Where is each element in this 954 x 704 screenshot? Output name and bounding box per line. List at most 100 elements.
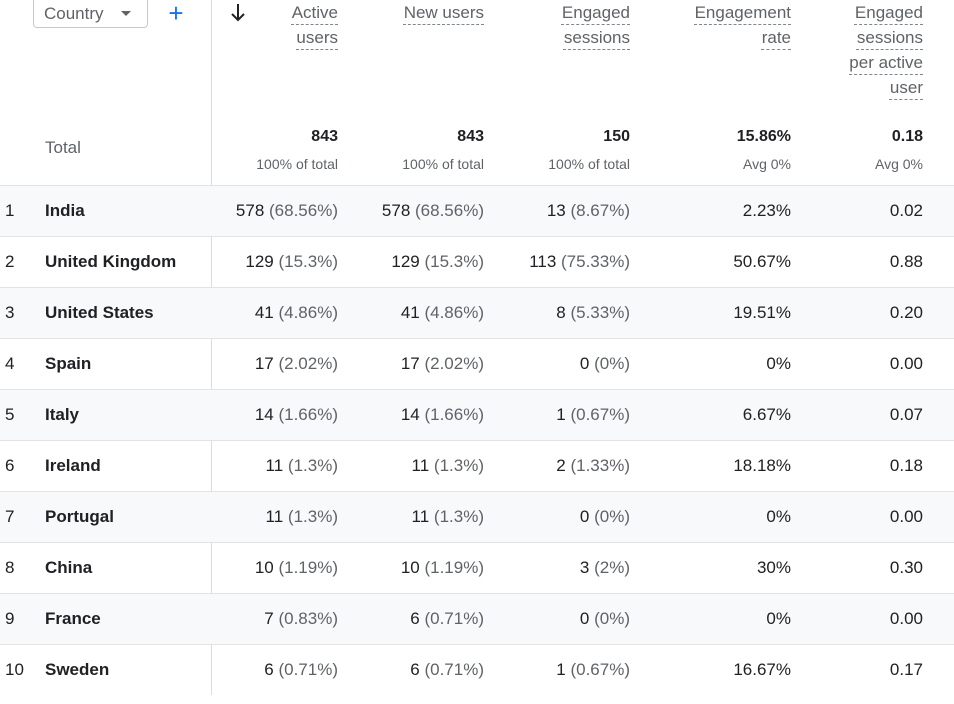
total-per_user: 0.18 Avg 0% [875, 127, 923, 174]
total-subtext: 100% of total [402, 156, 484, 172]
dimension-selector[interactable]: Country [33, 0, 148, 28]
cell-per-user: 0.88 [889, 252, 923, 271]
column-header-line: users [296, 28, 338, 47]
cell-rate: 0% [766, 507, 791, 526]
cell-new: 6 (0.71%) [410, 660, 484, 679]
cell-per-user: 0.02 [889, 201, 923, 220]
cell-engaged: 2 (1.33%) [556, 456, 630, 475]
total-label: Total [45, 138, 81, 157]
cell-engaged: 0 (0%) [579, 609, 630, 628]
table-row[interactable]: 6 Ireland 11 (1.3%) 11 (1.3%) 2 (1.33%) 18.18… [0, 440, 954, 491]
cell-active: 7 (0.83%) [264, 609, 338, 628]
cell-per-user: 0.20 [889, 303, 923, 322]
cell-per-user: 0.00 [889, 354, 923, 373]
column-header-line: sessions [563, 28, 630, 47]
cell-rate: 18.18% [733, 456, 791, 475]
row-index: 1 [5, 201, 15, 220]
row-index: 9 [5, 609, 15, 628]
table-row[interactable]: 7 Portugal 11 (1.3%) 11 (1.3%) 0 (0%) 0% 0.00 [0, 491, 954, 542]
cell-active: 578 (68.56%) [235, 201, 338, 220]
total-engaged: 150 100% of total [548, 127, 630, 174]
cell-new: 14 (1.66%) [400, 405, 484, 424]
row-index: 3 [5, 303, 15, 322]
column-header-new[interactable]: New users [404, 0, 484, 25]
table-row[interactable]: 1 India 578 (68.56%) 578 (68.56%) 13 (8.67%)… [0, 185, 954, 236]
cell-engaged: 113 (75.33%) [529, 252, 630, 271]
plus-icon[interactable]: + [168, 0, 184, 28]
row-index: 5 [5, 405, 15, 424]
total-subtext: Avg 0% [743, 156, 791, 172]
column-header-line: Engaged [854, 3, 923, 22]
cell-active: 11 (1.3%) [265, 456, 338, 475]
table-row[interactable]: 9 France 7 (0.83%) 6 (0.71%) 0 (0%) 0% 0.00 [0, 593, 954, 644]
column-header-engaged[interactable]: Engaged sessions [562, 0, 630, 50]
table-row[interactable]: 3 United States 41 (4.86%) 41 (4.86%) 8 (5.3… [0, 287, 954, 338]
column-header-line: Active [291, 3, 338, 22]
total-rate: 15.86% Avg 0% [737, 127, 791, 174]
table-row[interactable]: 4 Spain 17 (2.02%) 17 (2.02%) 0 (0%) 0% 0.00 [0, 338, 954, 389]
cell-new: 129 (15.3%) [391, 252, 484, 271]
column-header-line: user [889, 78, 923, 97]
cell-per-user: 0.18 [889, 456, 923, 475]
cell-new: 17 (2.02%) [400, 354, 484, 373]
total-active: 843 100% of total [256, 127, 338, 174]
column-header-line: per active [849, 53, 923, 72]
cell-active: 41 (4.86%) [254, 303, 338, 322]
total-value: 843 [457, 128, 484, 145]
column-header-line: New users [403, 3, 484, 22]
row-index: 7 [5, 507, 15, 526]
cell-active: 14 (1.66%) [254, 405, 338, 424]
table-row[interactable]: 2 United Kingdom 129 (15.3%) 129 (15.3%) 113… [0, 236, 954, 287]
total-new: 843 100% of total [402, 127, 484, 174]
caret-down-icon [121, 11, 131, 16]
row-index: 4 [5, 354, 15, 373]
cell-new: 578 (68.56%) [381, 201, 484, 220]
cell-new: 11 (1.3%) [411, 507, 484, 526]
arrow-down-icon[interactable] [229, 2, 247, 24]
cell-active: 6 (0.71%) [264, 660, 338, 679]
total-value: 15.86% [736, 128, 791, 145]
country-name: United States [45, 303, 154, 322]
row-index: 10 [5, 660, 24, 679]
cell-per-user: 0.07 [889, 405, 923, 424]
column-header-line: rate [761, 28, 791, 47]
cell-rate: 0% [766, 609, 791, 628]
cell-per-user: 0.17 [889, 660, 923, 679]
cell-active: 10 (1.19%) [254, 558, 338, 577]
cell-active: 129 (15.3%) [245, 252, 338, 271]
cell-active: 11 (1.3%) [265, 507, 338, 526]
cell-rate: 30% [756, 558, 791, 577]
cell-new: 11 (1.3%) [411, 456, 484, 475]
column-header-rate[interactable]: Engagement rate [695, 0, 791, 50]
cell-rate: 2.23% [742, 201, 791, 220]
row-index: 8 [5, 558, 15, 577]
cell-engaged: 1 (0.67%) [556, 660, 630, 679]
cell-engaged: 8 (5.33%) [556, 303, 630, 322]
country-name: Sweden [45, 660, 110, 679]
country-name: China [45, 558, 93, 577]
cell-per-user: 0.00 [889, 507, 923, 526]
country-name: France [45, 609, 101, 628]
table-row[interactable]: 5 Italy 14 (1.66%) 14 (1.66%) 1 (0.67%) 6.67%… [0, 389, 954, 440]
column-header-per_user[interactable]: Engaged sessions per active user [849, 0, 923, 100]
cell-rate: 16.67% [733, 660, 791, 679]
column-header-line: Engagement [694, 3, 791, 22]
dimension-label: Country [44, 3, 104, 23]
country-name: Spain [45, 354, 92, 373]
column-divider [211, 0, 212, 695]
cell-new: 6 (0.71%) [410, 609, 484, 628]
cell-active: 17 (2.02%) [254, 354, 338, 373]
country-name: India [45, 201, 85, 220]
total-subtext: Avg 0% [875, 156, 923, 172]
cell-engaged: 3 (2%) [579, 558, 630, 577]
table-row[interactable]: 8 China 10 (1.19%) 10 (1.19%) 3 (2%) 30% 0.30 [0, 542, 954, 593]
total-value: 0.18 [891, 128, 923, 145]
cell-rate: 50.67% [733, 252, 791, 271]
column-header-active[interactable]: Active users [292, 0, 338, 50]
country-name: Ireland [45, 456, 101, 475]
total-subtext: 100% of total [548, 156, 630, 172]
total-value: 150 [603, 128, 630, 145]
cell-new: 10 (1.19%) [400, 558, 484, 577]
table-row[interactable]: 10 Sweden 6 (0.71%) 6 (0.71%) 1 (0.67%) 16.67… [0, 644, 954, 695]
total-value: 843 [311, 128, 338, 145]
